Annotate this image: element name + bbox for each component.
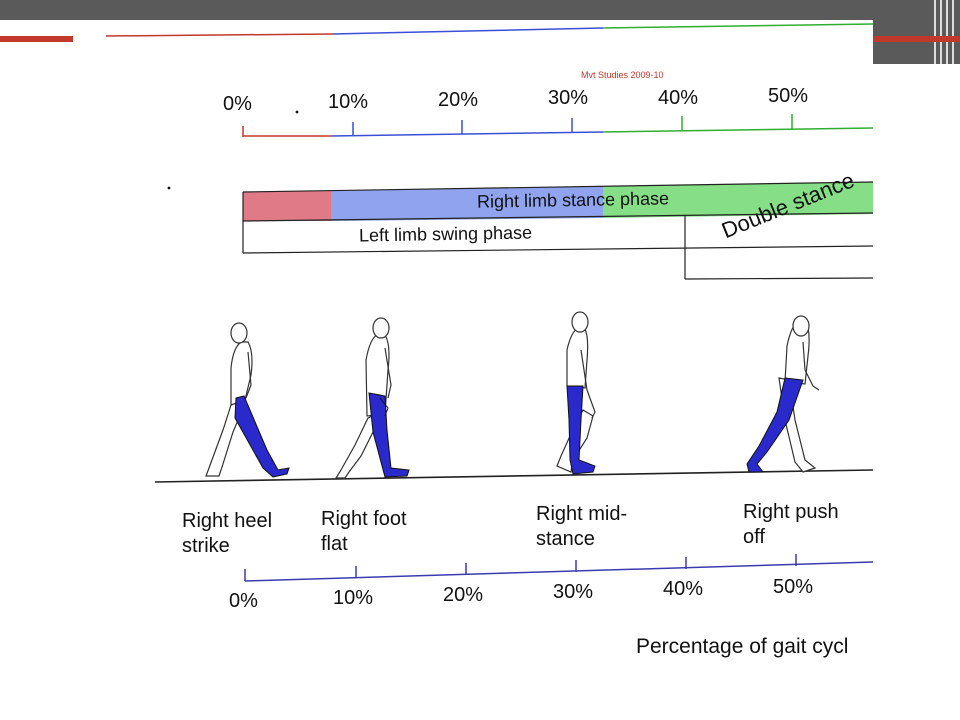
top-rule-red — [105, 33, 334, 37]
bottom-tick-label: 50% — [773, 576, 814, 598]
bottom-tick-label: 40% — [663, 578, 704, 600]
event-foot-flat: Right foot flat — [321, 508, 407, 555]
axis-title: Percentage of gait cycl — [636, 635, 849, 658]
walker-figure-foot-flat — [334, 317, 410, 479]
right-limb-stance-label: Right limb stance phase — [476, 188, 670, 212]
walker-figure-push-off — [746, 315, 820, 473]
top-tick-label: 50% — [768, 85, 809, 107]
ground-line — [154, 469, 873, 483]
slide-content: Mvt Studies 2009-10 0% 10% 20% 30% 40% 5… — [73, 20, 873, 720]
swing-bar-bottom — [242, 245, 873, 254]
speck — [295, 110, 299, 114]
bottom-tick-label: 30% — [553, 581, 594, 603]
event-mid-stance: Right mid-stance — [536, 503, 628, 550]
top-axis-blue — [330, 131, 604, 137]
slide-caption: Mvt Studies 2009-10 — [581, 70, 664, 80]
walker-figure-heel-strike — [205, 322, 290, 478]
event-push-off: Right push off — [743, 501, 839, 548]
event-heel-strike: Right heel strike — [182, 510, 273, 557]
top-tick-label: 0% — [223, 93, 252, 115]
top-tick-label: 40% — [658, 87, 699, 109]
bottom-tick-label: 0% — [229, 590, 258, 612]
decorative-red-bar-left — [0, 36, 100, 42]
walker-figure-mid-stance — [556, 311, 596, 475]
gait-diagram — [105, 23, 873, 582]
decorative-red-bar-right — [873, 36, 960, 42]
top-tick-label: 30% — [548, 87, 589, 109]
top-rule-blue — [332, 27, 604, 35]
top-axis-green — [602, 127, 873, 133]
left-limb-swing-label: Left limb swing phase — [358, 222, 533, 246]
top-tick-label: 10% — [328, 91, 369, 113]
top-tick-label: 20% — [438, 89, 479, 111]
phase-bar-red — [243, 191, 331, 221]
bottom-axis — [244, 561, 873, 582]
decorative-stripes — [930, 0, 960, 64]
double-stance-bottom — [684, 277, 873, 280]
title-bar — [0, 0, 960, 20]
bottom-tick-label: 10% — [333, 587, 374, 609]
phase-bar-blue — [331, 186, 603, 221]
decorative-corner-block — [873, 20, 960, 64]
phase-bar-green — [603, 182, 873, 218]
top-rule-green — [602, 23, 873, 29]
speck — [167, 186, 171, 190]
bottom-tick-label: 20% — [443, 584, 484, 606]
